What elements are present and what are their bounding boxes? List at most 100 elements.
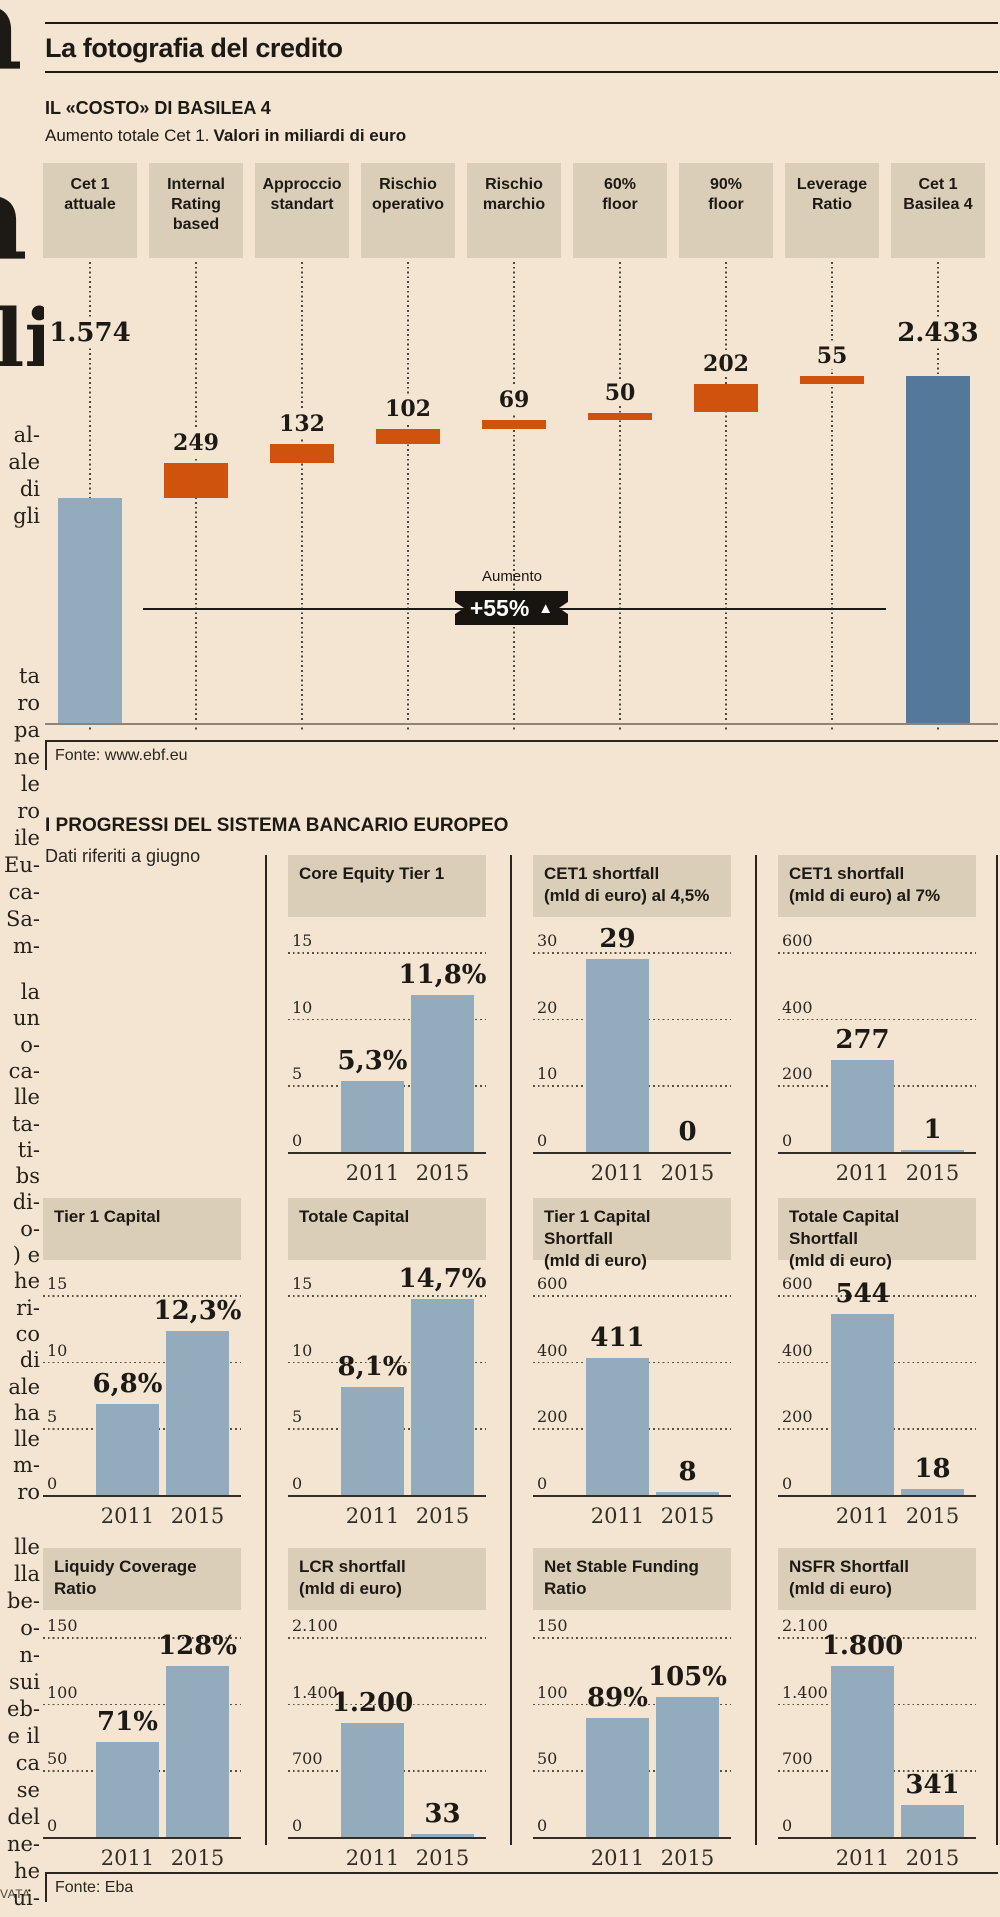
- margin-text-fragment: di: [19, 1348, 40, 1373]
- gridline: [533, 1637, 731, 1639]
- bar-2011: [341, 1081, 404, 1152]
- waterfall-column-header: Rischio marchio: [467, 163, 561, 258]
- gridline: [778, 1018, 976, 1021]
- margin-text-fragment: be-: [7, 1589, 40, 1613]
- gridline: [288, 952, 486, 954]
- axis-baseline: [43, 1495, 241, 1497]
- tick-label: 0: [537, 1474, 548, 1493]
- bar-value-label: 341: [905, 1769, 960, 1800]
- mini-chart-lcr-shortfall: LCR shortfall (mld di euro) 2.100 1.400 700…: [288, 0, 486, 1870]
- grid-divider: [996, 855, 998, 1845]
- margin-text-fragment: ta-: [11, 1111, 40, 1136]
- gridline: [778, 952, 976, 954]
- waterfall-step-value: 50: [604, 379, 636, 406]
- tick-label: 0: [292, 1131, 303, 1150]
- basilea-section-subtitle: Aumento totale Cet 1. Valori in miliardi …: [45, 126, 406, 146]
- x-label: 2015: [170, 1846, 225, 1870]
- mini-chart-tier-1-capital: Tier 1 Capital 15 10 5 0 6,8% 2011 12,3% 2015: [43, 0, 242, 1528]
- margin-text-fragment: ca-: [8, 880, 40, 904]
- axis-baseline: [288, 1837, 486, 1839]
- margin-text-fragment: ne-: [6, 1832, 40, 1856]
- x-label: 2011: [345, 1504, 400, 1528]
- tick-label: 0: [292, 1816, 303, 1835]
- waterfall-column-header: Rischio operativo: [361, 163, 455, 258]
- margin-text-fragment: ti-: [17, 1137, 40, 1162]
- margin-text-fragment: al-: [13, 423, 40, 447]
- bar-value-label: 1: [923, 1114, 942, 1145]
- bar-value-label: 8: [678, 1457, 697, 1488]
- bar-value-label: 277: [835, 1024, 890, 1055]
- bar-2011: [341, 1722, 404, 1837]
- x-label: 2011: [835, 1846, 890, 1870]
- mini-chart-title: Totale Capital: [288, 1198, 486, 1260]
- tick-label: 200: [537, 1407, 568, 1427]
- tick-label: 700: [292, 1749, 323, 1769]
- margin-text-fragment: lle: [14, 1535, 40, 1559]
- basilea-section-title: IL «COSTO» DI BASILEA 4: [45, 98, 271, 118]
- bar-value-label: 0: [678, 1117, 697, 1147]
- aumento-badge: +55% ▲: [455, 591, 568, 625]
- margin-text-fragment: eb-: [7, 1697, 40, 1721]
- bar-2011: [586, 958, 649, 1152]
- mini-chart-nsfr-shortfall: NSFR Shortfall (mld di euro) 2.100 1.400 70…: [778, 0, 976, 1870]
- gridline: [288, 1295, 486, 1297]
- x-label: 2011: [590, 1504, 645, 1528]
- bar-2015: [411, 1299, 474, 1495]
- axis-baseline: [43, 1837, 241, 1839]
- tick-label: 100: [537, 1682, 568, 1702]
- bar-value-label: 105%: [648, 1662, 727, 1692]
- x-label: 2015: [415, 1504, 470, 1528]
- margin-text-fragment: Sa-: [5, 907, 40, 931]
- margin-text-fragment: gli: [13, 504, 40, 528]
- margin-text-fragment: se: [16, 1778, 40, 1802]
- axis-baseline: [533, 1837, 731, 1839]
- bar-2011: [831, 1059, 894, 1152]
- tick-label: 20: [537, 997, 558, 1017]
- axis-baseline: [533, 1152, 731, 1154]
- source-tick: [45, 740, 47, 770]
- waterfall-start-bar: [58, 498, 122, 723]
- bar-value-label: 12,3%: [153, 1296, 242, 1326]
- mini-chart-title: Totale Capital Shortfall (mld di euro): [778, 1198, 976, 1270]
- tick-label: 10: [537, 1064, 558, 1084]
- margin-text-fragment: o-: [20, 1032, 40, 1057]
- margin-text-fragment: ca-: [8, 1058, 40, 1083]
- basilea-source: Fonte: www.ebf.eu: [55, 747, 188, 764]
- axis-baseline: [778, 1495, 976, 1497]
- waterfall-step-value: 132: [279, 410, 325, 437]
- bar-2015: [901, 1149, 964, 1152]
- waterfall-column-header: Cet 1 Basilea 4: [891, 163, 985, 258]
- aumento-label: Aumento: [481, 568, 543, 585]
- x-label: 2011: [835, 1504, 890, 1528]
- mini-chart-title: Net Stable Funding Ratio: [533, 1548, 731, 1610]
- margin-text-fragment: ale: [8, 1374, 40, 1399]
- tick-label: 50: [47, 1749, 68, 1769]
- x-label: 2011: [345, 1846, 400, 1870]
- dotted-guide-line: [301, 262, 303, 731]
- tick-label: 200: [782, 1407, 813, 1427]
- bar-value-label: 6,8%: [92, 1369, 163, 1400]
- margin-text-fragment: ro: [17, 691, 40, 715]
- waterfall-step-value: 102: [385, 396, 431, 423]
- bar-2015: [166, 1666, 229, 1837]
- headline-letter-fragment: a: [0, 0, 23, 88]
- mini-chart-title: NSFR Shortfall (mld di euro): [778, 1548, 976, 1610]
- axis-baseline: [778, 1837, 976, 1839]
- gridline: [288, 1018, 486, 1021]
- waterfall-end-bar: [906, 376, 970, 723]
- bar-value-label: 71%: [97, 1707, 158, 1738]
- grid-divider: [265, 855, 267, 1845]
- margin-text-fragment: pa: [14, 718, 40, 742]
- tick-label: 15: [292, 1274, 313, 1293]
- bar-2015: [411, 994, 474, 1152]
- margin-text-fragment: he: [14, 1859, 40, 1883]
- bar-value-label: 33: [424, 1798, 461, 1829]
- bar-value-label: 1.200: [331, 1687, 414, 1718]
- tick-label: 10: [47, 1340, 68, 1360]
- tick-label: 5: [47, 1407, 58, 1427]
- waterfall-step-value: 55: [816, 343, 848, 369]
- waterfall-column-header: Internal Rating based: [149, 163, 243, 258]
- mini-chart-title: Core Equity Tier 1: [288, 855, 486, 917]
